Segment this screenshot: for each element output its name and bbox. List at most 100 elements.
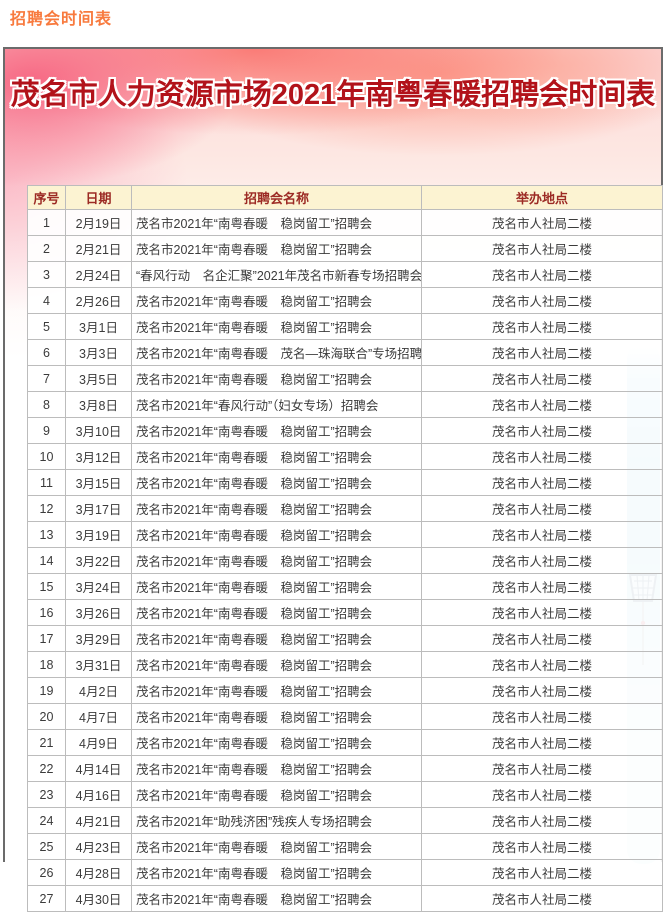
table-row: 1 2月19日 茂名市2021年“南粤春暖 稳岗留工”招聘会 茂名市人社局二楼 (27, 209, 663, 236)
table-row: 7 3月5日 茂名市2021年“南粤春暖 稳岗留工”招聘会 茂名市人社局二楼 (27, 365, 663, 392)
article-heading: 招聘会时间表 (10, 11, 113, 28)
table-row: 18 3月31日 茂名市2021年“南粤春暖 稳岗留工”招聘会 茂名市人社局二楼 (27, 651, 663, 678)
table-row: 3 2月24日 “春风行动 名企汇聚”2021年茂名市新春专场招聘会 茂名市人社局二楼 (27, 261, 663, 288)
venue-cell: 茂名市人社局二楼 (421, 859, 663, 886)
date-cell: 3月3日 (65, 339, 132, 366)
table-row: 15 3月24日 茂名市2021年“南粤春暖 稳岗留工”招聘会 茂名市人社局二楼 (27, 573, 663, 600)
venue-cell: 茂名市人社局二楼 (421, 235, 663, 262)
row-number-cell: 9 (27, 417, 66, 444)
fair-name-cell: 茂名市2021年“助残济困”残疾人专场招聘会 (131, 807, 422, 834)
fair-name-cell: 茂名市2021年“南粤春暖 稳岗留工”招聘会 (131, 417, 422, 444)
date-cell: 4月28日 (65, 859, 132, 886)
table-body: 1 2月19日 茂名市2021年“南粤春暖 稳岗留工”招聘会 茂名市人社局二楼 2 2月2… (27, 209, 663, 912)
table-row: 23 4月16日 茂名市2021年“南粤春暖 稳岗留工”招聘会 茂名市人社局二楼 (27, 781, 663, 808)
row-number-cell: 18 (27, 651, 66, 678)
fair-name-cell: 茂名市2021年“南粤春暖 稳岗留工”招聘会 (131, 651, 422, 678)
row-number-cell: 2 (27, 235, 66, 262)
poster-title: 茂名市人力资源市场2021年南粤春暖招聘会时间表 (10, 79, 656, 111)
venue-cell: 茂名市人社局二楼 (421, 547, 663, 574)
header-fair-name: 招聘会名称 (131, 185, 422, 210)
table-row: 24 4月21日 茂名市2021年“助残济困”残疾人专场招聘会 茂名市人社局二楼 (27, 807, 663, 834)
venue-cell: 茂名市人社局二楼 (421, 365, 663, 392)
table-row: 16 3月26日 茂名市2021年“南粤春暖 稳岗留工”招聘会 茂名市人社局二楼 (27, 599, 663, 626)
date-cell: 3月19日 (65, 521, 132, 548)
fair-name-cell: 茂名市2021年“南粤春暖 稳岗留工”招聘会 (131, 469, 422, 496)
venue-cell: 茂名市人社局二楼 (421, 833, 663, 860)
table-row: 13 3月19日 茂名市2021年“南粤春暖 稳岗留工”招聘会 茂名市人社局二楼 (27, 521, 663, 548)
venue-cell: 茂名市人社局二楼 (421, 417, 663, 444)
date-cell: 3月22日 (65, 547, 132, 574)
fair-name-cell: 茂名市2021年“南粤春暖 稳岗留工”招聘会 (131, 729, 422, 756)
row-number-cell: 19 (27, 677, 66, 704)
row-number-cell: 13 (27, 521, 66, 548)
fair-name-cell: 茂名市2021年“南粤春暖 稳岗留工”招聘会 (131, 833, 422, 860)
header-venue: 举办地点 (421, 185, 663, 210)
row-number-cell: 15 (27, 573, 66, 600)
table-header-row: 序号 日期 招聘会名称 举办地点 (27, 185, 663, 210)
row-number-cell: 14 (27, 547, 66, 574)
date-cell: 4月23日 (65, 833, 132, 860)
fair-name-cell: 茂名市2021年“南粤春暖 稳岗留工”招聘会 (131, 547, 422, 574)
table-row: 19 4月2日 茂名市2021年“南粤春暖 稳岗留工”招聘会 茂名市人社局二楼 (27, 677, 663, 704)
row-number-cell: 24 (27, 807, 66, 834)
date-cell: 2月21日 (65, 235, 132, 262)
date-cell: 4月7日 (65, 703, 132, 730)
date-cell: 2月24日 (65, 261, 132, 288)
venue-cell: 茂名市人社局二楼 (421, 261, 663, 288)
fair-name-cell: “春风行动 名企汇聚”2021年茂名市新春专场招聘会 (131, 261, 422, 288)
date-cell: 2月26日 (65, 287, 132, 314)
fair-name-cell: 茂名市2021年“南粤春暖 稳岗留工”招聘会 (131, 443, 422, 470)
row-number-cell: 4 (27, 287, 66, 314)
venue-cell: 茂名市人社局二楼 (421, 885, 663, 912)
venue-cell: 茂名市人社局二楼 (421, 573, 663, 600)
venue-cell: 茂名市人社局二楼 (421, 625, 663, 652)
fair-name-cell: 茂名市2021年“南粤春暖 稳岗留工”招聘会 (131, 599, 422, 626)
table-row: 20 4月7日 茂名市2021年“南粤春暖 稳岗留工”招聘会 茂名市人社局二楼 (27, 703, 663, 730)
date-cell: 3月26日 (65, 599, 132, 626)
row-number-cell: 3 (27, 261, 66, 288)
table-row: 26 4月28日 茂名市2021年“南粤春暖 稳岗留工”招聘会 茂名市人社局二楼 (27, 859, 663, 886)
venue-cell: 茂名市人社局二楼 (421, 521, 663, 548)
date-cell: 4月9日 (65, 729, 132, 756)
venue-cell: 茂名市人社局二楼 (421, 339, 663, 366)
row-number-cell: 11 (27, 469, 66, 496)
fair-name-cell: 茂名市2021年“南粤春暖 茂名—珠海联合”专场招聘会 (131, 339, 422, 366)
date-cell: 3月31日 (65, 651, 132, 678)
table-row: 25 4月23日 茂名市2021年“南粤春暖 稳岗留工”招聘会 茂名市人社局二楼 (27, 833, 663, 860)
fair-name-cell: 茂名市2021年“南粤春暖 稳岗留工”招聘会 (131, 677, 422, 704)
fair-name-cell: 茂名市2021年“南粤春暖 稳岗留工”招聘会 (131, 287, 422, 314)
table-row: 5 3月1日 茂名市2021年“南粤春暖 稳岗留工”招聘会 茂名市人社局二楼 (27, 313, 663, 340)
venue-cell: 茂名市人社局二楼 (421, 781, 663, 808)
date-cell: 3月8日 (65, 391, 132, 418)
row-number-cell: 6 (27, 339, 66, 366)
table-row: 14 3月22日 茂名市2021年“南粤春暖 稳岗留工”招聘会 茂名市人社局二楼 (27, 547, 663, 574)
venue-cell: 茂名市人社局二楼 (421, 599, 663, 626)
venue-cell: 茂名市人社局二楼 (421, 729, 663, 756)
date-cell: 3月1日 (65, 313, 132, 340)
date-cell: 3月10日 (65, 417, 132, 444)
venue-cell: 茂名市人社局二楼 (421, 807, 663, 834)
date-cell: 3月17日 (65, 495, 132, 522)
venue-cell: 茂名市人社局二楼 (421, 469, 663, 496)
date-cell: 3月24日 (65, 573, 132, 600)
table-row: 4 2月26日 茂名市2021年“南粤春暖 稳岗留工”招聘会 茂名市人社局二楼 (27, 287, 663, 314)
row-number-cell: 21 (27, 729, 66, 756)
table-row: 12 3月17日 茂名市2021年“南粤春暖 稳岗留工”招聘会 茂名市人社局二楼 (27, 495, 663, 522)
table-row: 21 4月9日 茂名市2021年“南粤春暖 稳岗留工”招聘会 茂名市人社局二楼 (27, 729, 663, 756)
venue-cell: 茂名市人社局二楼 (421, 287, 663, 314)
table-row: 10 3月12日 茂名市2021年“南粤春暖 稳岗留工”招聘会 茂名市人社局二楼 (27, 443, 663, 470)
fair-name-cell: 茂名市2021年“南粤春暖 稳岗留工”招聘会 (131, 235, 422, 262)
row-number-cell: 23 (27, 781, 66, 808)
header-date: 日期 (65, 185, 132, 210)
row-number-cell: 22 (27, 755, 66, 782)
row-number-cell: 16 (27, 599, 66, 626)
row-number-cell: 12 (27, 495, 66, 522)
date-cell: 2月19日 (65, 209, 132, 236)
row-number-cell: 1 (27, 209, 66, 236)
header-row-number: 序号 (27, 185, 66, 210)
row-number-cell: 7 (27, 365, 66, 392)
date-cell: 3月12日 (65, 443, 132, 470)
row-number-cell: 17 (27, 625, 66, 652)
date-cell: 4月16日 (65, 781, 132, 808)
job-fair-poster: 茂名市人力资源市场2021年南粤春暖招聘会时间表 序号 日期 招聘会名称 举办地… (3, 47, 663, 912)
